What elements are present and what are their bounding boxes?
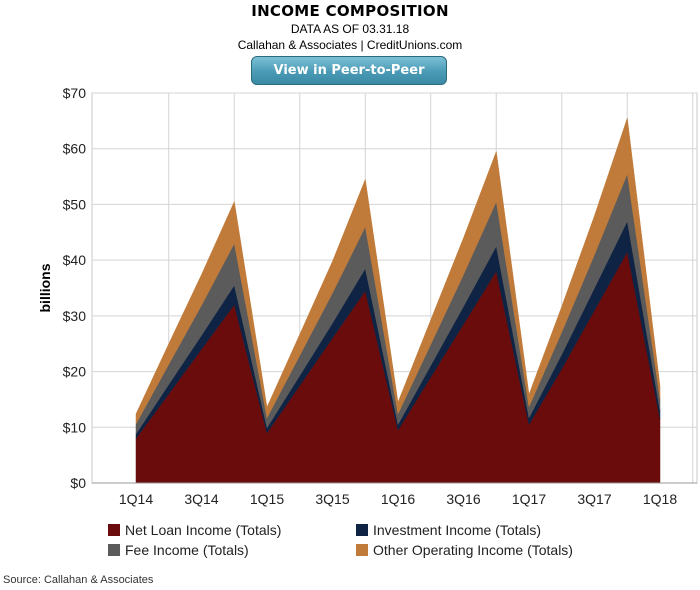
x-tick-label: 3Q17 — [577, 491, 611, 507]
x-tick-label: 3Q15 — [315, 491, 349, 507]
y-axis-label: billions — [37, 263, 53, 312]
x-tick-label: 1Q18 — [643, 491, 677, 507]
x-tick-label: 1Q14 — [119, 491, 153, 507]
x-tick-label: 1Q17 — [512, 491, 546, 507]
y-tick-label: $60 — [63, 141, 87, 157]
legend-label: Investment Income (Totals) — [373, 522, 541, 538]
legend-swatch — [356, 544, 368, 556]
y-tick-label: $30 — [63, 308, 87, 324]
y-tick-label: $40 — [63, 252, 87, 268]
attribution: Callahan & Associates | CreditUnions.com — [237, 38, 463, 52]
x-tick-label: 3Q16 — [446, 491, 480, 507]
legend-label: Other Operating Income (Totals) — [373, 542, 573, 558]
legend-label: Fee Income (Totals) — [125, 542, 249, 558]
y-tick-label: $70 — [63, 85, 87, 101]
legend-swatch — [108, 524, 120, 536]
y-tick-label: $50 — [63, 196, 87, 212]
chart-title: INCOME COMPOSITION — [251, 2, 449, 20]
area-other-operating-income-totals — [135, 118, 661, 425]
legend-swatch — [108, 544, 120, 556]
legend: Net Loan Income (Totals) Investment Incom… — [108, 522, 573, 558]
data-as-of: DATA AS OF 03.31.18 — [290, 22, 410, 36]
y-tick-label: $0 — [70, 475, 86, 491]
x-tick-label: 1Q15 — [250, 491, 284, 507]
legend-swatch — [356, 524, 368, 536]
y-tick-label: $10 — [63, 419, 87, 435]
y-tick-label: $20 — [63, 364, 87, 380]
legend-label: Net Loan Income (Totals) — [125, 522, 281, 538]
source-note: Source: Callahan & Associates — [3, 574, 154, 586]
axes: $0 $10 $20 $30 $40 $50 $60 $70 1Q14 3Q14 1Q15 3Q15 1… — [63, 85, 697, 507]
x-tick-label: 1Q16 — [381, 491, 415, 507]
x-tick-label: 3Q14 — [184, 491, 218, 507]
view-in-peer-to-peer-button[interactable]: View in Peer-to-Peer — [251, 56, 447, 85]
